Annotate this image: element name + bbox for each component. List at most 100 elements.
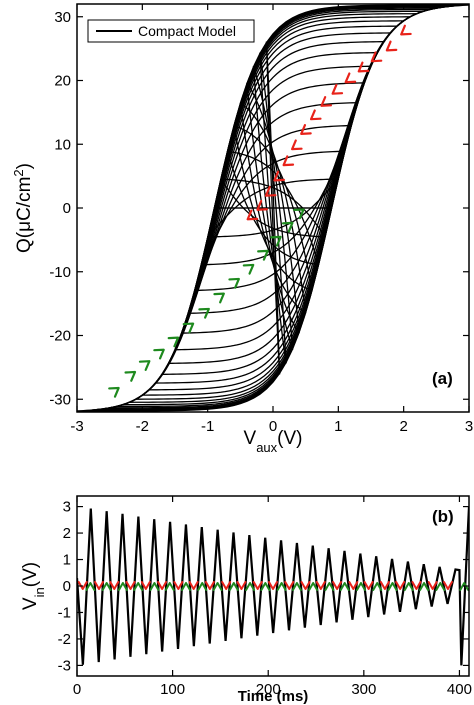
red-arrow-marker (315, 581, 326, 590)
loop-descending-branch (174, 65, 372, 351)
x-axis-label-unit: (V) (277, 428, 302, 449)
green-arrow-marker (276, 582, 287, 591)
red-arrow-marker (246, 209, 259, 221)
red-arrow-marker (256, 199, 268, 211)
green-arrow-marker (153, 348, 165, 360)
y-tick-label: -1 (58, 604, 71, 621)
green-arrow-marker (270, 235, 282, 247)
panel-a-label: (a) (432, 369, 453, 388)
y-tick-label: -30 (49, 391, 71, 408)
red-arrow-marker (125, 581, 136, 590)
green-arrow-marker (324, 582, 335, 591)
input-waveform (77, 506, 469, 666)
y-tick-label: 1 (63, 552, 71, 569)
panel-b-label: (b) (432, 507, 454, 526)
y-tick-label: 30 (54, 9, 71, 26)
x-tick-label: -3 (70, 418, 83, 435)
green-arrow-marker (372, 582, 383, 591)
y-axis-label-superscript: 2 (11, 169, 26, 176)
red-arrow-marker (264, 185, 277, 197)
red-arrow-marker (344, 72, 357, 84)
green-arrow-marker (459, 582, 470, 591)
green-arrow-marker (387, 582, 398, 591)
waveform-line (77, 506, 469, 666)
y-axis-label-charge: Q(μC/cm2) (11, 163, 36, 253)
green-arrow-marker (124, 370, 137, 382)
hysteresis-loops (77, 4, 469, 412)
x-axis-label-aux-voltage: Vaux(V) (244, 428, 303, 455)
green-arrow-marker (257, 249, 269, 261)
red-arrow-marker (284, 581, 295, 590)
red-arrow-marker (348, 581, 359, 590)
y-tick-label: 2 (63, 525, 71, 542)
green-arrow-marker (228, 277, 240, 289)
green-arrow-marker (180, 582, 191, 591)
loop-descending-branch (259, 52, 287, 364)
x-tick-label: 2 (399, 418, 407, 435)
green-arrow-marker (242, 263, 255, 275)
panel-b-input-voltage-chart: 0 100 200 300 400 -3 -2 -1 0 1 2 3 (b) Time (ms) V… (20, 495, 472, 705)
x-tick-label: 0 (73, 681, 81, 698)
green-arrow-marker (149, 582, 160, 591)
red-arrow-marker (282, 155, 295, 167)
red-arrow-marker (236, 581, 247, 590)
y-axis-label-text: Q(μC/cm (14, 177, 35, 253)
red-arrow-series (246, 24, 412, 221)
red-arrow-marker (300, 581, 311, 590)
red-arrow-marker (291, 139, 303, 151)
loop-ascending-branch (265, 41, 281, 375)
red-arrow-marker (363, 581, 374, 590)
red-arrow-marker (385, 40, 398, 52)
green-arrow-markers (85, 582, 470, 591)
x-tick-label: 100 (160, 681, 185, 698)
red-arrow-marker (252, 581, 263, 590)
red-arrow-marker (320, 96, 333, 107)
green-arrow-marker (228, 582, 239, 591)
red-arrow-marker (173, 581, 184, 590)
red-arrow-marker (140, 581, 151, 590)
green-arrow-marker (212, 582, 223, 591)
y-tick-label: -20 (49, 328, 71, 345)
green-arrow-marker (133, 582, 144, 591)
red-arrow-marker (221, 581, 232, 590)
red-arrow-marker (411, 581, 422, 590)
red-arrow-marker (427, 581, 438, 590)
green-arrow-marker (117, 582, 128, 591)
green-arrow-marker (213, 292, 225, 304)
red-arrow-marker (188, 581, 199, 590)
panel-a-x-ticks: -3 -2 -1 0 1 2 3 (70, 4, 473, 435)
green-arrow-marker (108, 386, 120, 398)
y-tick-label: 10 (54, 136, 71, 153)
green-arrow-marker (355, 582, 366, 591)
panel-b-y-ticks: -3 -2 -1 0 1 2 3 (58, 499, 469, 674)
red-arrow-marker (357, 61, 370, 73)
red-arrow-marker (395, 581, 406, 590)
y-axis-label-base: V (20, 597, 41, 610)
x-tick-label: 0 (269, 418, 277, 435)
green-arrow-marker (138, 360, 151, 371)
red-arrow-marker (268, 581, 278, 590)
green-arrow-marker (197, 582, 208, 591)
loop-ascending-branch (252, 66, 294, 350)
x-axis-label-subscript: aux (256, 440, 277, 455)
panel-a-y-ticks: -30 -20 -10 0 10 20 30 (49, 9, 469, 408)
loop-ascending-branch (259, 52, 287, 364)
loop-descending-branch (265, 41, 281, 375)
green-arrow-marker (435, 582, 446, 591)
red-arrow-marker (331, 83, 344, 95)
green-arrow-marker (85, 582, 96, 591)
y-axis-label-input-voltage: Vin(V) (20, 562, 47, 610)
red-arrow-markers (77, 581, 453, 590)
green-arrow-marker (198, 307, 210, 319)
y-tick-label: -3 (58, 657, 71, 674)
red-arrow-marker (109, 581, 120, 590)
legend-entry-compact-model: Compact Model (138, 23, 236, 39)
red-arrow-marker (332, 581, 343, 590)
green-arrow-series (108, 208, 305, 398)
x-tick-label: -2 (136, 418, 149, 435)
red-arrow-marker (309, 109, 322, 121)
x-tick-label: 300 (351, 681, 376, 698)
x-axis-label-time: Time (ms) (238, 688, 309, 705)
x-tick-label: 3 (465, 418, 473, 435)
